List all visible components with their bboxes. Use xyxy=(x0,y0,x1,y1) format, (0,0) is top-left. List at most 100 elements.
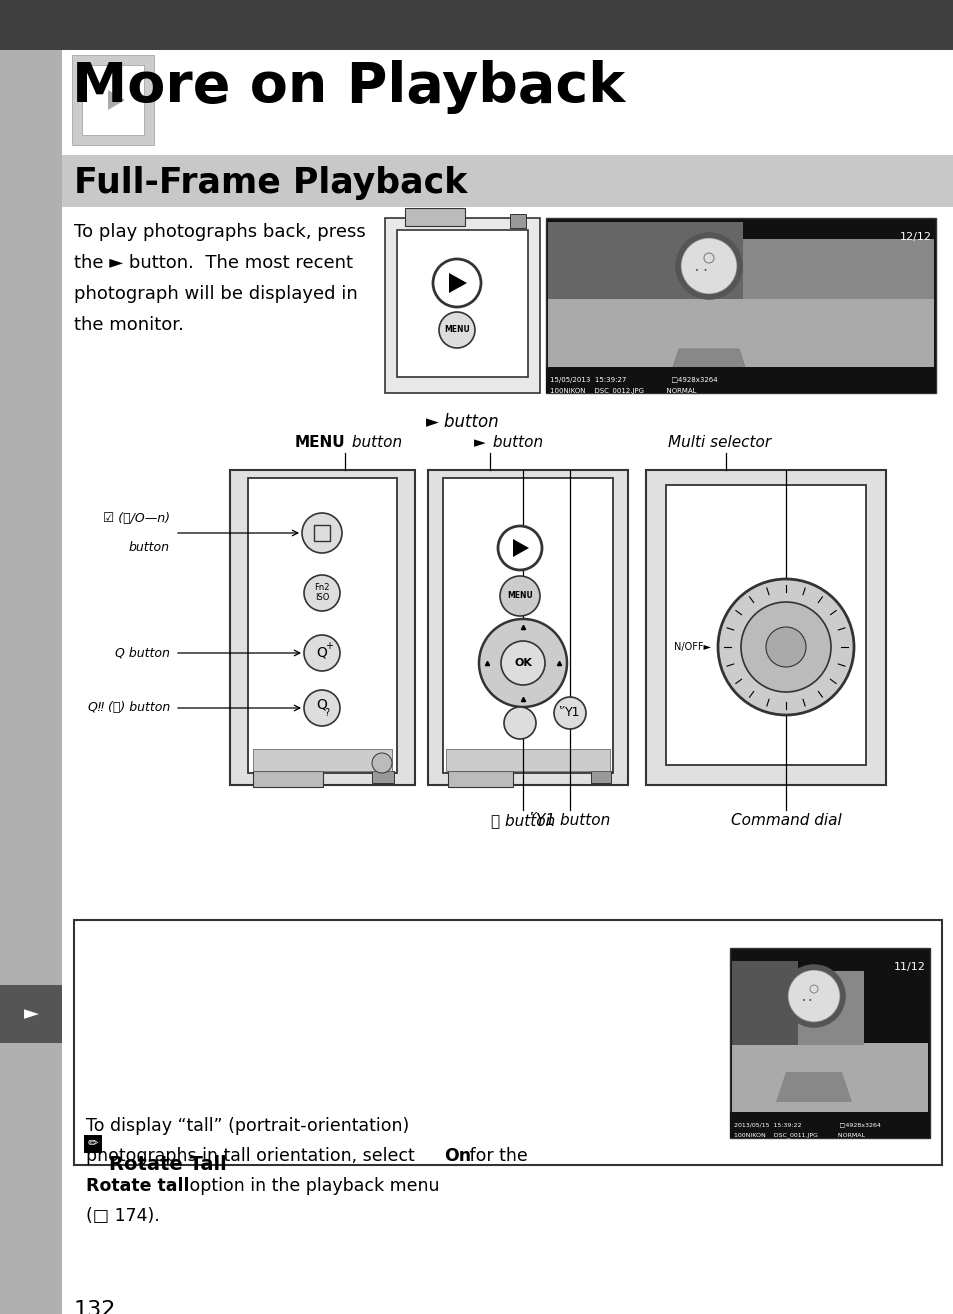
Bar xyxy=(442,478,613,773)
Circle shape xyxy=(787,970,840,1022)
Text: ✏: ✏ xyxy=(88,1138,98,1151)
Circle shape xyxy=(740,602,830,692)
Text: photographs in tall orientation, select: photographs in tall orientation, select xyxy=(86,1147,420,1166)
Bar xyxy=(248,478,396,773)
Bar xyxy=(385,218,539,393)
Text: Q button: Q button xyxy=(115,646,170,660)
Text: 100NIKON    DSC_0011.JPG          NORMAL: 100NIKON DSC_0011.JPG NORMAL xyxy=(733,1131,864,1138)
Bar xyxy=(230,470,415,784)
Text: N/OFF►: N/OFF► xyxy=(673,643,710,652)
Circle shape xyxy=(304,690,339,727)
Text: for the: for the xyxy=(463,1147,527,1166)
Bar xyxy=(446,749,609,771)
Text: (□ 174).: (□ 174). xyxy=(86,1208,159,1225)
Text: ►: ► xyxy=(24,1004,38,1024)
Text: 12/12: 12/12 xyxy=(899,233,931,242)
Circle shape xyxy=(433,259,480,307)
Bar xyxy=(314,526,330,541)
Bar xyxy=(405,208,464,226)
Circle shape xyxy=(304,635,339,671)
Circle shape xyxy=(438,311,475,348)
Bar xyxy=(396,230,527,377)
Text: Q: Q xyxy=(316,646,327,660)
Text: To play photographs back, press: To play photographs back, press xyxy=(74,223,365,240)
Text: Rotate tall: Rotate tall xyxy=(86,1177,190,1194)
Circle shape xyxy=(302,512,341,553)
Circle shape xyxy=(304,576,339,611)
Text: 2013/05/15  15:39:22                   □4928x3264: 2013/05/15 15:39:22 □4928x3264 xyxy=(733,1122,880,1127)
Circle shape xyxy=(503,707,536,738)
Text: Q: Q xyxy=(316,698,327,712)
Text: To display “tall” (portrait-orientation): To display “tall” (portrait-orientation) xyxy=(86,1117,409,1135)
Bar xyxy=(547,222,742,298)
Bar xyxy=(71,55,153,145)
Text: button: button xyxy=(129,541,170,555)
Circle shape xyxy=(497,526,541,570)
Text: 132: 132 xyxy=(74,1300,116,1314)
Bar xyxy=(510,214,525,229)
Polygon shape xyxy=(108,89,125,110)
Circle shape xyxy=(765,627,805,668)
Text: MENU: MENU xyxy=(507,591,533,600)
Bar xyxy=(729,947,929,1138)
Bar xyxy=(84,1135,102,1152)
Text: 15/05/2013  15:39:27                    □4928x3264: 15/05/2013 15:39:27 □4928x3264 xyxy=(550,377,717,382)
Text: 11/12: 11/12 xyxy=(893,962,925,972)
Bar xyxy=(797,971,863,1045)
Circle shape xyxy=(718,579,853,715)
Bar xyxy=(0,50,62,1314)
Text: Rotate Tall: Rotate Tall xyxy=(109,1155,227,1173)
Text: ► button: ► button xyxy=(425,413,497,431)
Bar xyxy=(665,485,865,765)
Bar xyxy=(372,771,394,783)
Text: Ὕ1 button: Ὕ1 button xyxy=(529,813,610,828)
Bar xyxy=(82,64,144,135)
Bar xyxy=(645,470,885,784)
Bar xyxy=(545,218,935,393)
Bar xyxy=(74,920,941,1166)
Bar xyxy=(0,0,953,50)
Text: button: button xyxy=(347,435,402,449)
Text: 100NIKON    DSC_0012.JPG          NORMAL: 100NIKON DSC_0012.JPG NORMAL xyxy=(550,388,696,394)
Circle shape xyxy=(554,696,585,729)
Bar xyxy=(428,470,627,784)
Circle shape xyxy=(499,576,539,616)
Bar xyxy=(731,962,797,1045)
Circle shape xyxy=(500,641,544,685)
Text: the monitor.: the monitor. xyxy=(74,315,184,334)
Bar xyxy=(590,771,610,783)
Text: MENU: MENU xyxy=(444,326,470,335)
Text: Full-Frame Playback: Full-Frame Playback xyxy=(74,166,467,200)
Text: Ὕ1: Ὕ1 xyxy=(559,707,579,720)
Text: MENU: MENU xyxy=(294,435,345,449)
Text: •  •: • • xyxy=(694,268,706,275)
Text: option in the playback menu: option in the playback menu xyxy=(184,1177,439,1194)
Bar xyxy=(547,297,933,392)
Text: ►: ► xyxy=(474,435,485,449)
Circle shape xyxy=(372,753,392,773)
Circle shape xyxy=(680,238,737,294)
Bar xyxy=(253,749,392,771)
Text: the ► button.  The most recent: the ► button. The most recent xyxy=(74,254,353,272)
Text: OK: OK xyxy=(514,658,532,668)
Bar xyxy=(545,367,935,393)
Polygon shape xyxy=(775,1072,851,1102)
Text: Fn2: Fn2 xyxy=(314,583,330,593)
Bar xyxy=(729,1112,929,1138)
Text: Ⓞ button: Ⓞ button xyxy=(491,813,555,828)
Circle shape xyxy=(478,619,566,707)
Text: • •: • • xyxy=(801,999,811,1004)
Text: Command dial: Command dial xyxy=(730,813,841,828)
Bar xyxy=(0,986,62,1043)
Polygon shape xyxy=(668,350,748,378)
Text: Q‼ (❓) button: Q‼ (❓) button xyxy=(88,702,170,715)
Bar xyxy=(742,239,933,298)
Bar xyxy=(253,771,323,787)
Text: On: On xyxy=(443,1147,471,1166)
Text: ISO: ISO xyxy=(314,594,329,603)
Bar xyxy=(448,771,513,787)
Text: button: button xyxy=(488,435,542,449)
Text: +: + xyxy=(325,641,333,650)
Text: ☑ (Ⓡ/O—n): ☑ (Ⓡ/O—n) xyxy=(103,512,170,526)
Text: ?: ? xyxy=(324,708,329,717)
